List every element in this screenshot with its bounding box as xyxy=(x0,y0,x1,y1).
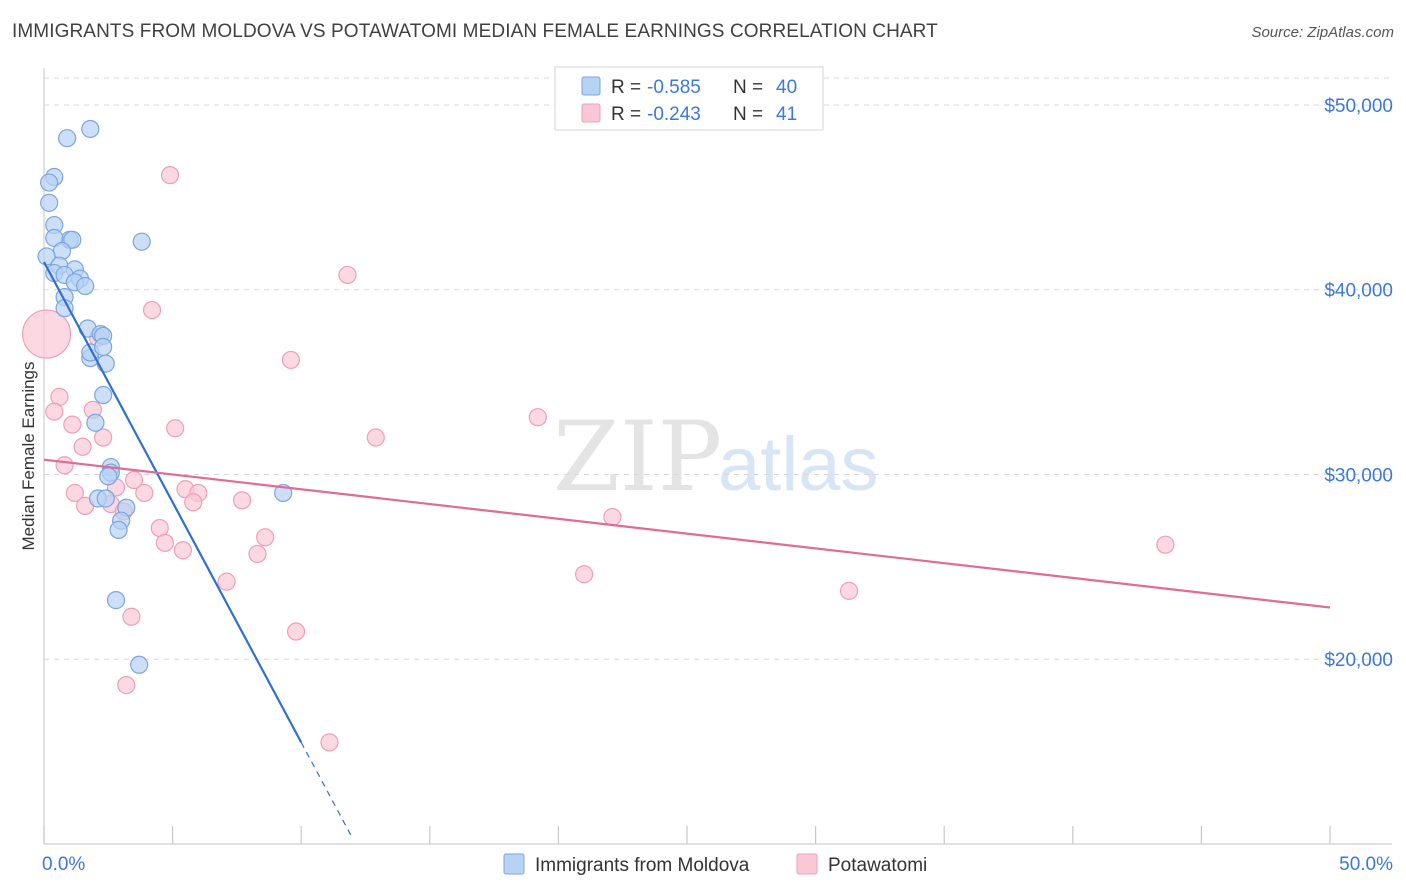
potawatomi-point-39 xyxy=(320,733,339,752)
legend-swatch-pink xyxy=(581,103,601,123)
moldova-point-28 xyxy=(94,385,113,405)
legend-item-potawatomi-swatch xyxy=(796,853,818,875)
potawatomi-point-33 xyxy=(575,565,594,584)
y-tick-label-1: $30,000 xyxy=(1324,465,1393,486)
chart-title: IMMIGRANTS FROM MOLDOVA VS POTAWATOMI ME… xyxy=(12,21,938,42)
moldova-trend-line xyxy=(43,261,303,743)
moldova-point-40 xyxy=(130,655,149,674)
legend-n-label-2: N = xyxy=(733,104,763,125)
potawatomi-point-32 xyxy=(248,544,267,564)
legend-n-value-2: 41 xyxy=(776,104,797,125)
potawatomi-point-36 xyxy=(122,607,141,626)
potawatomi-point-11 xyxy=(366,428,385,447)
potawatomi-point-26 xyxy=(603,507,622,527)
legend-n-value-1: 40 xyxy=(776,77,797,98)
potawatomi-point-19 xyxy=(135,483,154,503)
potawatomi-point-0 xyxy=(21,309,72,359)
source-label: Source: ZipAtlas.com xyxy=(1251,24,1394,41)
potawatomi-point-13 xyxy=(73,437,92,456)
watermark-atlas: atlas xyxy=(718,422,879,507)
legend-r-value-2: -0.243 xyxy=(647,104,701,125)
y-tick-label-3: $50,000 xyxy=(1324,96,1393,117)
potawatomi-point-9 xyxy=(166,419,185,438)
legend-item-moldova: Immigrants from Moldova xyxy=(535,855,750,876)
legend-item-potawatomi: Potawatomi xyxy=(828,855,927,876)
moldova-point-10 xyxy=(52,241,72,261)
series-moldova-points xyxy=(37,119,293,674)
y-tick-labels: $20,000 $30,000 $40,000 $50,000 xyxy=(1324,96,1393,671)
trend-lines xyxy=(43,261,1331,839)
potawatomi-point-1 xyxy=(160,166,180,185)
moldova-point-6 xyxy=(132,232,151,251)
legend-r-label-2: R = xyxy=(611,104,641,125)
potawatomi-point-30 xyxy=(155,533,174,552)
watermark-zip: ZIP xyxy=(553,401,722,513)
moldova-point-26 xyxy=(94,337,113,357)
potawatomi-point-2 xyxy=(338,265,357,285)
moldova-trend-extension xyxy=(300,742,354,839)
series-legend: Immigrants from Moldova Potawatomi xyxy=(503,853,927,876)
potawatomi-point-4 xyxy=(281,350,301,370)
gridlines xyxy=(44,77,1392,660)
potawatomi-point-14 xyxy=(55,456,74,475)
potawatomi-point-31 xyxy=(173,541,192,560)
potawatomi-point-20 xyxy=(65,483,84,503)
series-potawatomi-points xyxy=(21,166,1175,752)
potawatomi-point-34 xyxy=(217,572,236,591)
y-tick-label-2: $40,000 xyxy=(1324,281,1393,302)
potawatomi-point-29 xyxy=(1156,535,1175,554)
potawatomi-point-3 xyxy=(142,300,162,320)
potawatomi-point-38 xyxy=(117,676,136,695)
potawatomi-point-35 xyxy=(839,581,859,600)
moldova-point-0 xyxy=(81,119,100,139)
moldova-point-3 xyxy=(40,173,59,192)
moldova-point-8 xyxy=(63,230,82,249)
x-tick-labels: 0.0% 50.0% xyxy=(42,854,1393,875)
potawatomi-point-15 xyxy=(124,470,144,490)
potawatomi-point-10 xyxy=(63,415,82,434)
stats-legend: R = -0.585 N = 40 R = -0.243 N = 41 xyxy=(554,66,824,131)
potawatomi-point-8 xyxy=(528,408,547,427)
potawatomi-trend-line xyxy=(43,458,1331,609)
moldova-point-32 xyxy=(99,467,118,486)
moldova-point-38 xyxy=(109,520,128,540)
legend-r-label-1: R = xyxy=(611,77,641,98)
potawatomi-point-6 xyxy=(45,402,64,421)
moldova-point-29 xyxy=(86,413,105,432)
y-axis-label: Median Female Earnings xyxy=(19,362,38,551)
legend-swatch-blue xyxy=(581,76,601,96)
legend-r-value-1: -0.585 xyxy=(647,77,701,98)
y-tick-label-0: $20,000 xyxy=(1324,650,1393,671)
x-tick-label-0: 0.0% xyxy=(42,854,85,875)
x-tick-label-1: 50.0% xyxy=(1339,854,1393,875)
legend-n-label-1: N = xyxy=(733,77,763,98)
legend-item-moldova-swatch xyxy=(503,853,525,875)
potawatomi-point-22 xyxy=(232,491,252,510)
moldova-point-4 xyxy=(40,193,59,212)
watermark: ZIP atlas xyxy=(553,401,879,513)
moldova-point-1 xyxy=(58,129,77,148)
x-minor-ticks xyxy=(43,826,1331,844)
moldova-point-18 xyxy=(76,276,95,296)
potawatomi-point-21 xyxy=(184,493,203,512)
moldova-point-39 xyxy=(106,591,126,610)
potawatomi-point-12 xyxy=(94,428,113,447)
moldova-point-35 xyxy=(96,489,115,508)
moldova-point-27 xyxy=(96,354,115,373)
potawatomi-point-28 xyxy=(256,528,275,547)
potawatomi-point-37 xyxy=(286,622,306,641)
